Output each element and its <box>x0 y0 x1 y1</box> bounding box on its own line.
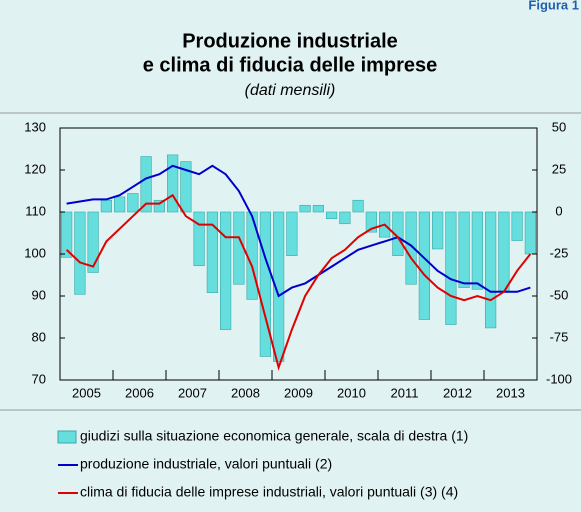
bar <box>140 156 152 213</box>
bar <box>259 211 271 357</box>
x-tick-label: 2006 <box>125 385 154 400</box>
bar <box>220 211 232 330</box>
x-tick-label: 2012 <box>443 385 472 400</box>
bar <box>167 154 179 213</box>
legend-label: clima di fiducia delle imprese industria… <box>80 484 458 500</box>
bar <box>193 211 205 267</box>
legend-label: produzione industriale, valori puntuali … <box>80 456 332 472</box>
legend-swatch <box>57 430 77 444</box>
bar <box>471 211 483 290</box>
bar <box>180 161 192 213</box>
line-series <box>65 193 532 371</box>
bar <box>153 199 165 213</box>
x-tick-label: 2010 <box>337 385 366 400</box>
bar <box>286 211 298 256</box>
bar <box>326 211 338 220</box>
bar <box>100 199 112 213</box>
x-tick-label: 2013 <box>496 385 525 400</box>
bar <box>365 211 377 233</box>
y2-tick-label: -25 <box>550 245 569 260</box>
bar <box>87 211 99 273</box>
bar <box>458 211 470 288</box>
bar <box>312 204 324 213</box>
x-tick-label: 2009 <box>284 385 313 400</box>
y-tick-label: 120 <box>24 161 46 176</box>
bar <box>74 211 86 295</box>
bar <box>432 211 444 250</box>
bar <box>524 211 536 255</box>
bar <box>127 193 139 213</box>
bar <box>339 211 351 225</box>
bar <box>233 211 245 285</box>
bar <box>485 211 497 329</box>
legend-label: giudizi sulla situazione economica gener… <box>80 428 468 444</box>
bar <box>498 211 510 292</box>
bar <box>392 211 404 256</box>
y-tick-label: 90 <box>32 287 46 302</box>
bar <box>352 199 364 213</box>
bar <box>445 211 457 325</box>
bar <box>61 211 73 258</box>
y-tick-label: 110 <box>25 203 46 218</box>
bar <box>511 211 523 241</box>
chart-title: e clima di fiducia delle imprese <box>143 54 438 76</box>
y2-tick-label: 25 <box>552 161 566 176</box>
line-series <box>66 164 531 298</box>
y2-tick-label: 0 <box>555 203 562 218</box>
x-tick-label: 2007 <box>178 385 207 400</box>
y-tick-label: 80 <box>32 329 46 344</box>
bar <box>299 204 311 213</box>
bar <box>206 211 218 293</box>
bar <box>418 211 430 320</box>
figure-label: Figura 1 <box>528 0 579 12</box>
y2-tick-label: -75 <box>550 329 569 344</box>
y-tick-label: 100 <box>24 245 46 260</box>
x-tick-label: 2011 <box>391 385 419 400</box>
y2-tick-label: -100 <box>546 371 572 386</box>
y-tick-label: 130 <box>24 119 46 134</box>
y2-tick-label: -50 <box>550 287 569 302</box>
bar <box>273 211 285 362</box>
chart-title: Produzione industriale <box>182 30 398 52</box>
x-tick-label: 2008 <box>231 385 260 400</box>
bar <box>114 196 126 213</box>
y-tick-label: 70 <box>32 371 46 386</box>
chart-subtitle: (dati mensili) <box>245 82 336 99</box>
y2-tick-label: 50 <box>552 119 566 134</box>
x-tick-label: 2005 <box>72 385 101 400</box>
